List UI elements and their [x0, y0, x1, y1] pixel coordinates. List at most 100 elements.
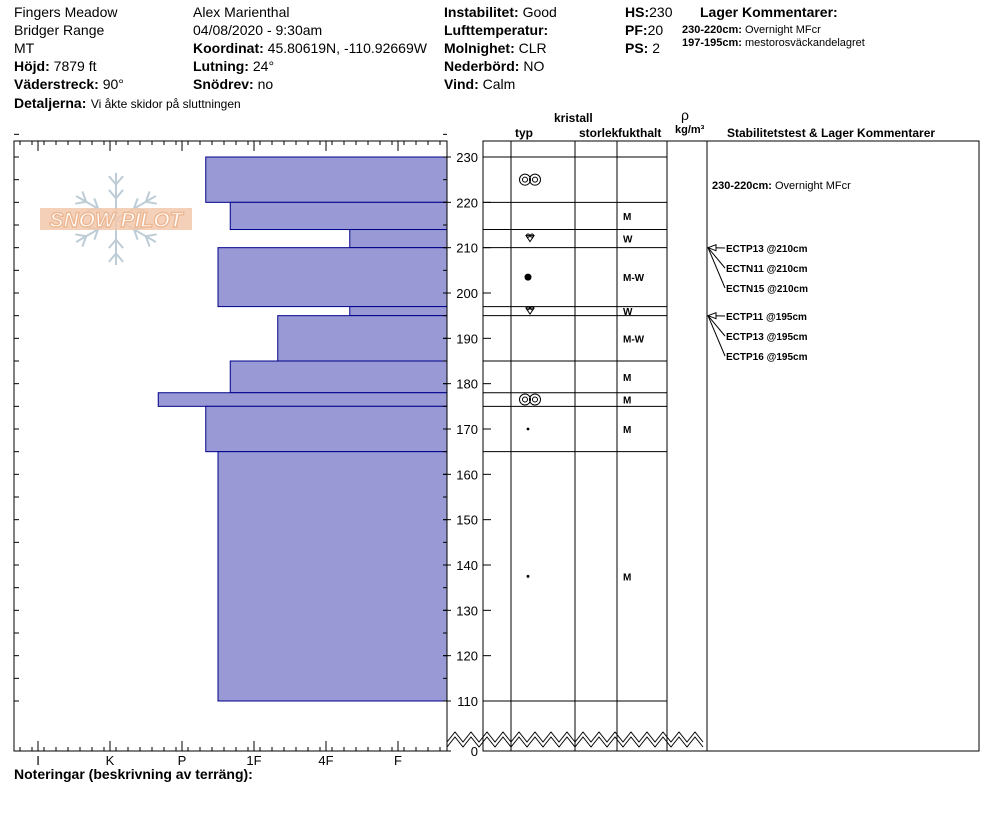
snowflake-branch — [108, 189, 117, 199]
height-tick-label: 110 — [457, 694, 478, 709]
snowflake-branch — [81, 191, 88, 203]
stability-test-leader — [707, 247, 726, 289]
hardness-tick-label: 4F — [318, 753, 333, 768]
aspect-value: 90° — [102, 76, 124, 92]
hardness-bar — [205, 156, 448, 203]
moisture-label: M — [623, 396, 631, 407]
snowflake-branch — [108, 252, 117, 263]
snowpilot-logo-text: SNOW PILOT — [50, 209, 185, 232]
moisture-column: M W M-W W M-W M M M M — [623, 212, 645, 583]
layer-comment-2: 197-195cm: mestorosväckandelagret — [682, 37, 865, 50]
precip-row: Nederbörd: NO — [444, 58, 544, 74]
surface-hoar-icon — [525, 233, 531, 238]
height-tick-label: 180 — [456, 377, 478, 392]
sky-value: CLR — [518, 40, 547, 56]
height-tick-label: 200 — [456, 286, 478, 301]
pf-label: PF: — [625, 22, 648, 38]
airtemp-label: Lufttemperatur: — [444, 22, 549, 38]
hardness-bar — [229, 360, 448, 394]
snowflake-branch — [132, 229, 139, 241]
wind-value: Calm — [482, 76, 516, 92]
type-header: typ — [515, 126, 533, 140]
moisture-label: M — [623, 572, 631, 583]
stability-test-label: ECTP16 @195cm — [726, 352, 808, 363]
stability-comment-range: 230-220cm: — [712, 180, 775, 192]
terrain-notes-label: Noteringar (beskrivning av terräng): — [14, 766, 253, 782]
snowdrift-label: Snödrev: — [193, 76, 254, 92]
height-tick-label: 190 — [456, 331, 478, 346]
moisture-label: M-W — [623, 334, 645, 345]
stability-test-label: ECTP13 @195cm — [726, 332, 808, 343]
hardness-bar — [217, 247, 448, 308]
snowflake-branch — [144, 235, 151, 247]
axis-break — [446, 736, 704, 748]
snowpilot-logo: SNOW PILOT — [40, 173, 192, 265]
precip-label: Nederbörd: — [444, 58, 520, 74]
airtemp-row: Lufttemperatur: — [444, 22, 548, 38]
moisture-label: M — [623, 425, 631, 436]
hardness-tick-label: 1F — [246, 753, 261, 768]
observation-datetime: 04/08/2020 - 9:30am — [193, 22, 323, 38]
snowflake-branch — [75, 233, 87, 238]
rho-header: ρ — [681, 107, 689, 123]
crystal-header: kristall — [554, 111, 593, 125]
axis-break — [446, 731, 704, 743]
height-tick-label: 160 — [456, 467, 478, 482]
details-row: Detaljerna: Vi åkte skidor på sluttninge… — [14, 95, 241, 113]
hardness-tick-label: P — [178, 753, 187, 768]
location-name: Fingers Meadow — [14, 4, 118, 20]
snowflake-branch — [115, 189, 124, 199]
stability-test-label: ECTP11 @195cm — [726, 312, 807, 323]
chart-frames — [13, 140, 980, 752]
snowflake-branch — [144, 191, 151, 203]
hardness-tick-label: I — [36, 753, 40, 768]
hardness-profile — [157, 156, 448, 702]
wind-label: Vind: — [444, 76, 479, 92]
melt-forms-icon — [532, 396, 538, 403]
coordinate-value: 45.80619N, -110.92669W — [267, 40, 427, 56]
height-tick-label: 220 — [456, 195, 478, 210]
melt-forms-icon — [519, 173, 531, 186]
slope-row: Lutning: 24° — [193, 58, 274, 74]
hardness-bar — [349, 229, 448, 249]
melt-forms-icon — [532, 176, 538, 183]
stability-arrow-icon — [706, 243, 717, 252]
layer-comments-title: Lager Kommentarer: — [700, 4, 838, 20]
height-tick-label: 150 — [456, 513, 478, 528]
snowflake-branch — [75, 200, 87, 205]
stability-arrow-icon — [706, 311, 717, 320]
stability-test-label: ECTN15 @210cm — [726, 284, 808, 295]
snowflake-branch — [81, 235, 88, 247]
height-axis: 230 220 210 200 190 180 170 160 150 140 130 120 110 0 — [14, 133, 704, 759]
snowdrift-value: no — [257, 76, 274, 92]
elevation-label: Höjd: — [14, 58, 50, 74]
stability-test-label: ECTP13 @210cm — [726, 244, 808, 255]
instability-label: Instabilitet: — [444, 4, 519, 20]
snowflake-branch — [93, 197, 100, 209]
moisture-header: fukthalt — [618, 126, 662, 140]
snowpilot-logo-band — [40, 208, 192, 230]
observer-name: Alex Marienthal — [193, 4, 290, 20]
hs-value: 230 — [649, 4, 673, 20]
height-tick-label: 140 — [456, 558, 478, 573]
snowflake-branch — [115, 239, 124, 249]
stability-comment-text: Overnight MFcr — [775, 180, 851, 192]
ps-label: PS: — [625, 40, 649, 56]
details-value: Vi åkte skidor på sluttningen — [90, 97, 241, 111]
coordinate-label: Koordinat: — [193, 40, 264, 56]
height-tick-label: 170 — [456, 422, 478, 437]
melt-forms-icon — [529, 173, 541, 186]
surface-hoar-icon — [529, 233, 535, 238]
instability-row: Instabilitet: Good — [444, 4, 557, 20]
instability-value: Good — [522, 4, 557, 20]
melt-forms-icon — [529, 393, 541, 406]
wind-row: Vind: Calm — [444, 76, 515, 92]
melt-forms-icon — [519, 393, 531, 406]
surface-hoar-icon — [529, 306, 535, 311]
hs-row: HS:230 — [625, 4, 672, 20]
layer-comment-text: Overnight MFcr — [745, 24, 821, 36]
snowflake-branch — [115, 252, 124, 263]
moisture-label: M — [623, 373, 631, 384]
aspect-label: Väderstreck: — [14, 76, 99, 92]
aspect-row: Väderstreck: 90° — [14, 76, 124, 92]
